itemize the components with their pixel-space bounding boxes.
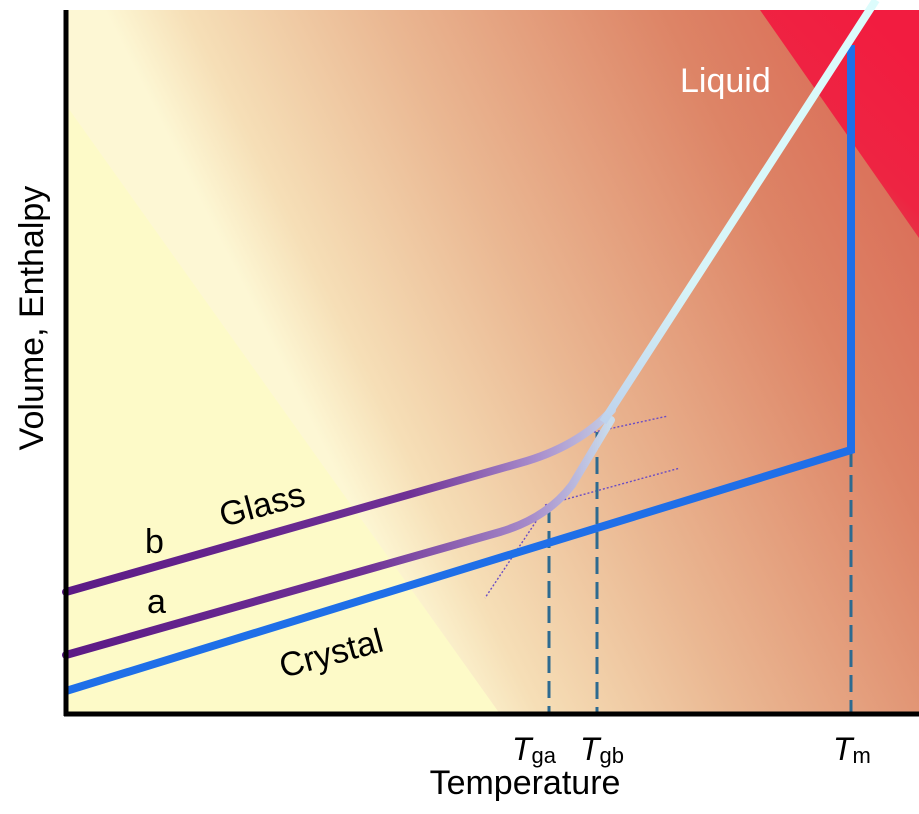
liquid-label: Liquid [680, 62, 771, 100]
x-axis-title: Temperature [430, 764, 621, 802]
axes [63, 10, 919, 717]
y-axis-title: Volume, Enthalpy [13, 186, 51, 451]
tick-tm-sub: m [853, 743, 871, 768]
curve-b-label: b [145, 523, 164, 561]
tick-tgb-sub: gb [600, 743, 624, 768]
glass-a-extrapolation [544, 467, 681, 506]
liquid-line [599, 0, 880, 425]
background-regions [66, 10, 919, 714]
tick-tgb-main: T [580, 731, 602, 767]
crystal-line [64, 45, 855, 695]
tick-tga-main: T [512, 731, 534, 767]
tick-label-tgb: Tgb [580, 731, 624, 768]
curve-a-label: a [147, 583, 166, 621]
tick-tga-sub: ga [532, 743, 557, 768]
glass-curve-a [62, 416, 615, 659]
liquid-zone [760, 10, 919, 238]
tick-tm-main: T [833, 731, 855, 767]
tick-label-tga: Tga [512, 731, 557, 768]
tick-label-tm: Tm [833, 731, 871, 768]
